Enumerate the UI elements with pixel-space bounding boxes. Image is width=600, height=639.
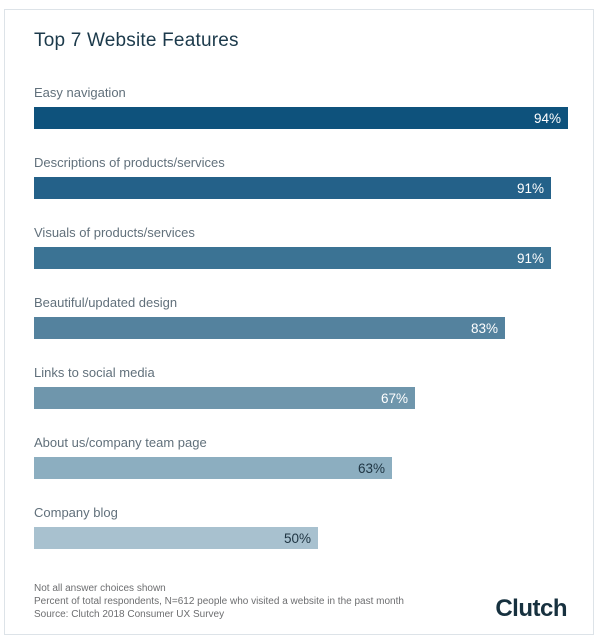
category-label: Easy navigation [34,85,126,100]
bar-visuals: 91% [34,247,551,269]
bar-row: About us/company team page 63% [34,436,567,506]
value-label: 67% [380,390,408,406]
category-label: Company blog [34,505,118,520]
value-label: 91% [516,180,544,196]
bar-row: Visuals of products/services 91% [34,226,567,296]
footnotes: Not all answer choices shown Percent of … [34,582,404,621]
bar-descriptions: 91% [34,177,551,199]
bar-about-us: 63% [34,457,392,479]
category-label: Beautiful/updated design [34,295,178,310]
value-label: 94% [533,110,561,126]
value-label: 83% [470,320,498,336]
value-label: 91% [516,250,544,266]
bar-row: Descriptions of products/services 91% [34,156,567,226]
footnote-line: Source: Clutch 2018 Consumer UX Survey [34,609,225,620]
clutch-logo: Clutch [495,595,567,622]
category-label: Descriptions of products/services [34,155,225,170]
footnote-line: Not all answer choices shown [34,583,166,594]
bar-easy-navigation: 94% [34,107,568,129]
value-label: 50% [283,530,311,546]
category-label: Visuals of products/services [34,225,195,240]
bar-design: 83% [34,317,505,339]
bar-row: Easy navigation 94% [34,85,568,156]
chart-card: Top 7 Website Features Easy navigation 9… [4,9,594,635]
bar-company-blog: 50% [34,527,318,549]
chart-footer: Not all answer choices shown Percent of … [34,582,567,621]
category-label: Links to social media [34,365,155,380]
footnote-line: Percent of total respondents, N=612 peop… [34,596,404,607]
value-label: 63% [357,460,385,476]
bar-row: Company blog 50% [34,506,567,576]
bar-row: Links to social media 67% [34,366,567,436]
category-label: About us/company team page [34,435,207,450]
bar-social-media: 67% [34,387,415,409]
bar-row: Beautiful/updated design 83% [34,296,567,366]
chart-title: Top 7 Website Features [34,30,239,51]
